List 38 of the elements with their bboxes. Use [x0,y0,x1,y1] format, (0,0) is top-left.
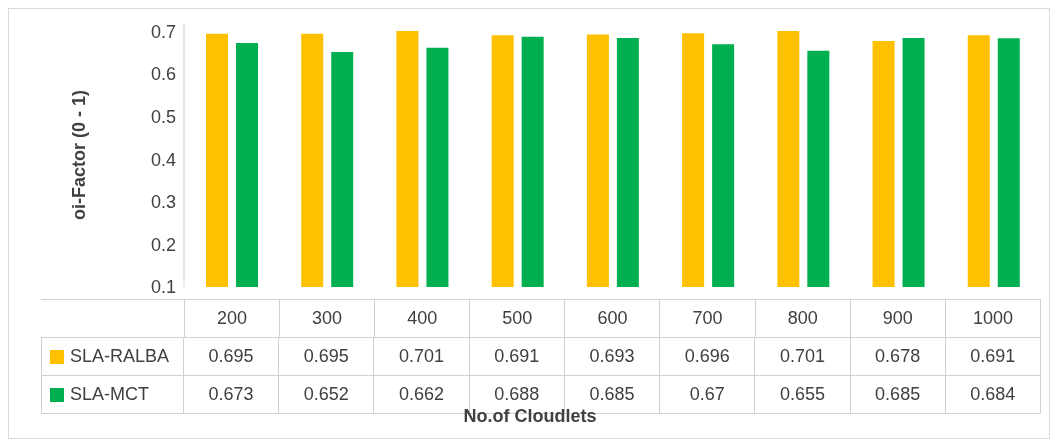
data-label: 0.695 [184,338,280,375]
data-label: 0.678 [850,338,946,375]
x-tick-label: 200 [184,300,280,337]
y-tick-label: 0.4 [150,149,176,170]
data-label: 0.691 [945,338,1041,375]
data-label: 0.695 [279,338,375,375]
data-label: 0.693 [564,338,661,375]
data-label: 0.662 [399,384,445,404]
data-label: 0.673 [184,376,280,413]
y-tick-label: 0.2 [150,234,176,255]
y-tick-label: 0.1 [150,277,176,298]
x-tick-label: 900 [850,300,946,337]
data-label: 0.696 [660,338,756,375]
data-label: 0.652 [279,376,375,413]
x-tick-label: 500 [470,300,566,337]
y-tick-label: 0.3 [150,192,176,213]
y-axis-title: oi-Factor (0 - 1) [69,89,90,221]
legend-label: SLA-RALBA [70,346,170,367]
x-tick-label: 300 [279,300,376,337]
y-tick-label: 0.7 [150,21,176,42]
y-tick-label: 0.6 [150,64,176,85]
x-axis-title: No.of Cloudlets [462,406,598,427]
data-label: 0.684 [945,376,1041,413]
x-tick-label: 1000 [945,300,1041,337]
y-tick-label: 0.5 [150,107,176,128]
data-label: 0.691 [469,338,565,375]
data-label: 0.688 [494,384,540,404]
data-label: 0.701 [374,338,470,375]
x-tick-label: 800 [755,300,851,337]
legend-label: SLA-MCT [70,384,150,405]
data-label: 0.67 [660,376,756,413]
x-tick-label: 600 [565,300,661,337]
data-label: 0.701 [755,338,851,375]
data-label: 0.685 [850,376,946,413]
x-tick-label: 400 [375,300,471,337]
data-label: 0.685 [589,384,635,404]
x-tick-label: 700 [660,300,756,337]
data-label: 0.655 [755,376,851,413]
